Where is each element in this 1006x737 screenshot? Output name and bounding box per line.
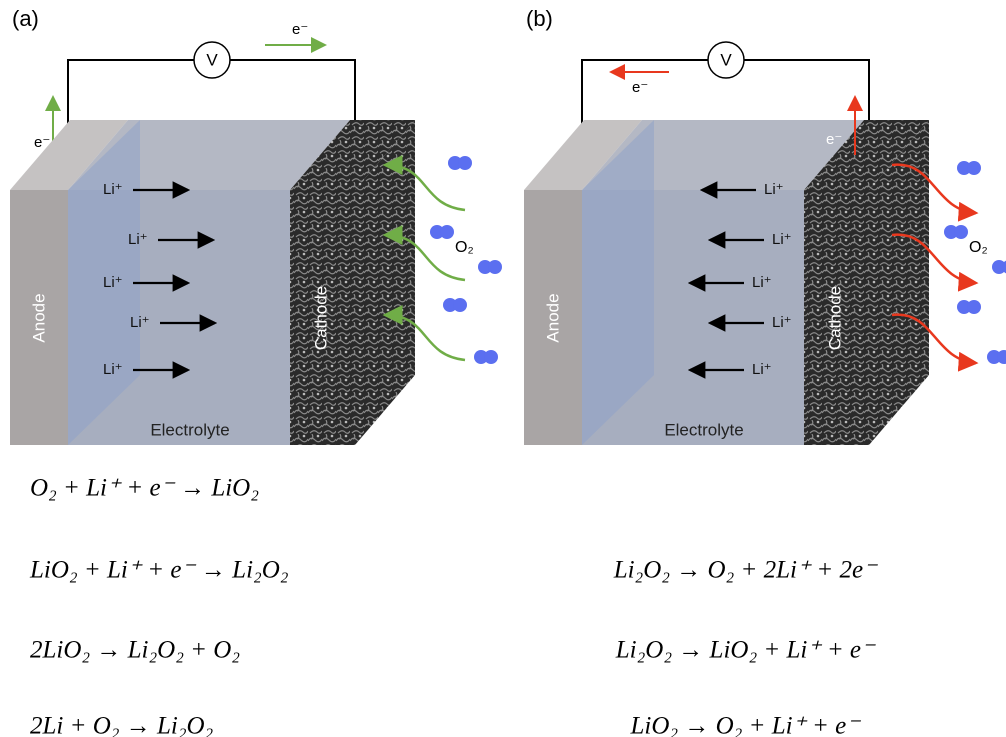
equation: LiO₂ + Li⁺ + e⁻ → Li₂O₂ — [29, 557, 289, 584]
electron-label: e⁻ — [292, 21, 308, 38]
equation: Li₂O₂ → LiO₂ + Li⁺ + e⁻ — [615, 637, 876, 664]
panel-label: (a) — [12, 6, 39, 31]
o2-label: O₂ — [455, 239, 474, 256]
ion-label: Li⁺ — [128, 231, 148, 248]
o2-atom — [484, 350, 498, 364]
voltmeter-label: V — [206, 50, 218, 69]
panel-label: (b) — [526, 6, 553, 31]
ion-label: Li⁺ — [752, 274, 772, 291]
o2-atom — [967, 300, 981, 314]
o2-label: O₂ — [969, 239, 988, 256]
anode-label: Anode — [543, 293, 562, 342]
electron-label: e⁻ — [826, 131, 842, 148]
o2-atom — [967, 161, 981, 175]
ion-label: Li⁺ — [103, 361, 123, 378]
equation: 2LiO₂ → Li₂O₂ + O₂ — [30, 637, 240, 664]
ion-label: Li⁺ — [772, 231, 792, 248]
electron-label: e⁻ — [632, 79, 648, 96]
ion-label: Li⁺ — [772, 314, 792, 331]
voltmeter-label: V — [720, 50, 732, 69]
o2-atom — [440, 225, 454, 239]
ion-label: Li⁺ — [103, 181, 123, 198]
cathode-label: Cathode — [825, 286, 844, 350]
electrolyte-label: Electrolyte — [150, 420, 229, 439]
diagram: (a) Ve⁻ e⁻ Anode Cathode Electrolyte Li⁺ Li⁺ Li⁺… — [0, 0, 1006, 737]
o2-atom — [453, 298, 467, 312]
ion-label: Li⁺ — [130, 314, 150, 331]
ion-label: Li⁺ — [764, 181, 784, 198]
equation: Li₂O₂ → O₂ + 2Li⁺ + 2e⁻ — [613, 557, 878, 584]
ion-label: Li⁺ — [103, 274, 123, 291]
o2-atom — [458, 156, 472, 170]
anode-label: Anode — [29, 293, 48, 342]
cell-panel: (b) Ve⁻ e⁻ Anode Cathode Electrolyte Li⁺ Li⁺ Li⁺… — [524, 6, 1006, 445]
equation: O₂ + Li⁺ + e⁻ → LiO₂ — [30, 475, 259, 502]
cathode-label: Cathode — [311, 286, 330, 350]
equation: 2Li + O₂ → Li₂O₂ — [30, 713, 214, 737]
electrolyte-label: Electrolyte — [664, 420, 743, 439]
ion-label: Li⁺ — [752, 361, 772, 378]
o2-atom — [488, 260, 502, 274]
o2-atom — [954, 225, 968, 239]
equation: LiO₂ → O₂ + Li⁺ + e⁻ — [630, 713, 862, 737]
